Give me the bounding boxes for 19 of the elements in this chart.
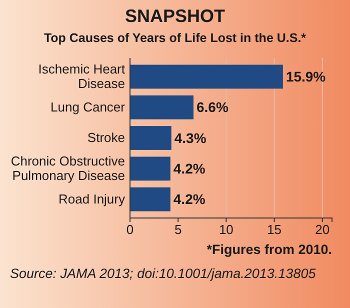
x-tick-label: 0 — [126, 222, 134, 238]
x-tick-label: 20 — [315, 222, 330, 238]
data-label: 15.9% — [286, 68, 326, 85]
x-tick-label: 10 — [218, 222, 234, 238]
data-label: 4.3% — [174, 130, 207, 146]
y-tick-label: Stroke — [87, 130, 125, 146]
data-label: 4.2% — [173, 191, 206, 208]
text: *Figures from 2010. — [206, 242, 332, 257]
source-note: Source: JAMA 2013; doi:10.1001/jama.2013.13805 — [10, 266, 316, 281]
x-tick-label: 15 — [267, 222, 282, 238]
y-tick-label: Lung Cancer — [50, 100, 126, 115]
x-tick-label: 5 — [174, 222, 182, 238]
y-tick-label: Road Injury — [58, 191, 126, 206]
y-tick-label: Ischemic Heart Disease — [38, 62, 126, 92]
y-tick-label: Chronic Obstructive Pulmonary Disease — [10, 154, 125, 183]
chart-subtitle: Top Causes of Years of Life Lost in the U.S.* — [44, 31, 306, 45]
data-label: 4.2% — [173, 160, 206, 177]
chart-title: SNAPSHOT — [124, 6, 226, 26]
data-label: 6.6% — [196, 99, 229, 116]
